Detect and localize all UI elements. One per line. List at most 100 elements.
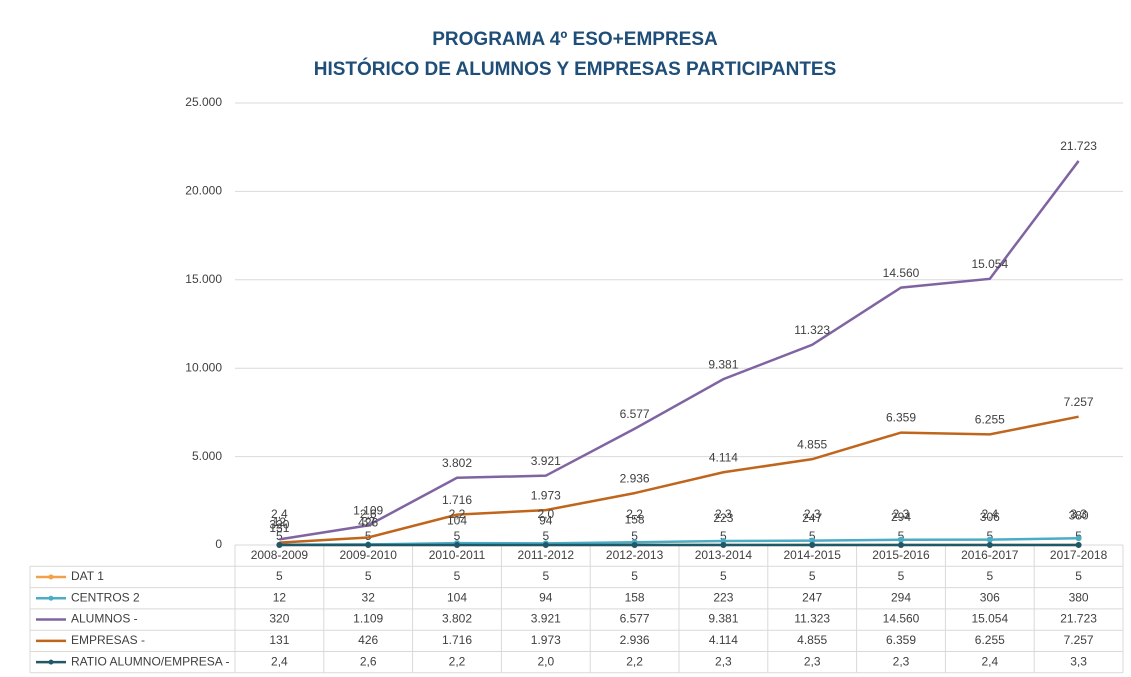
data-label: 7.257 [1064,395,1094,409]
table-cell: 7.257 [1064,633,1094,647]
data-label: 294 [891,510,911,524]
data-label: 5 [454,529,461,543]
table-cell: 306 [980,590,1000,604]
data-label: 2,3 [804,507,821,521]
table-cell: 14.560 [883,612,920,626]
data-label: 6.255 [975,413,1005,427]
data-label: 5 [986,529,993,543]
table-cell: 2,3 [715,654,732,668]
table-cell: 1.716 [442,633,472,647]
data-label: 2,3 [893,507,910,521]
data-label: 6.359 [886,411,916,425]
table-cell: 6.359 [886,633,916,647]
point [1075,541,1082,548]
point [809,537,816,544]
table-cell: 2.936 [620,633,650,647]
legend-label: CENTROS 2 [71,590,140,604]
table-cell: 6.577 [620,612,650,626]
table-cell: 3.802 [442,612,472,626]
data-label: 5 [276,529,283,543]
data-label: 306 [980,510,1000,524]
table-cell: 2,6 [360,654,377,668]
y-tick-label: 20.000 [185,184,222,198]
point [365,541,372,548]
y-tick-label: 0 [215,537,222,551]
data-label: 247 [802,511,822,525]
x-tick-label: 2008-2009 [251,548,309,562]
point [809,541,816,548]
table-cell: 94 [539,590,553,604]
y-tick-label: 5.000 [192,449,222,463]
data-label: 9.381 [708,357,738,371]
x-tick-label: 2010-2011 [429,548,486,562]
data-label: 426 [358,516,378,530]
table-cell: 5 [986,569,993,583]
y-tick-label: 15.000 [185,272,222,286]
data-label: 6.577 [620,407,650,421]
chart-subtitle: HISTÓRICO DE ALUMNOS Y EMPRESAS PARTICIP… [314,58,837,80]
x-tick-label: 2011-2012 [518,548,575,562]
table-cell: 5 [809,569,816,583]
point [898,536,904,543]
data-label: 5 [809,529,816,543]
data-label: 2,3 [715,507,732,521]
legend-marker [48,659,54,665]
y-tick-label: 25.000 [185,95,222,109]
data-label: 2,0 [537,507,554,521]
point [454,541,460,548]
point [986,536,993,543]
data-label: 11.323 [794,323,830,337]
table-cell: 131 [269,633,289,647]
data-label: 12 [273,515,287,529]
table-cell: 5 [898,569,905,583]
data-label: 1.973 [531,488,561,502]
legend-label: DAT 1 [71,569,104,583]
table-cell: 380 [1069,590,1089,604]
table-cell: 6.255 [975,633,1005,647]
x-tick-label: 2014-2015 [784,548,842,562]
table-cell: 158 [625,590,645,604]
table-cell: 4.114 [709,633,738,647]
table-cell: 3,3 [1070,654,1087,668]
data-label: 131 [269,521,289,535]
table-cell: 5 [631,569,638,583]
table-cell: 3.921 [531,612,561,626]
table-cell: 5 [1075,569,1082,583]
table-cell: 104 [447,590,467,604]
data-label: 5 [365,529,372,543]
data-label: 4.855 [797,437,827,451]
data-label: 223 [713,511,733,525]
table-cell: 4.855 [797,633,827,647]
data-label: 2,6 [360,507,377,521]
table-cell: 320 [269,612,289,626]
table-cell: 1.973 [531,633,561,647]
table-cell: 5 [454,569,461,583]
table-cell: 5 [365,569,372,583]
chart-title: PROGRAMA 4º ESO+EMPRESA [432,29,718,50]
point [720,541,727,548]
x-tick-label: 2017-2018 [1050,548,1108,562]
data-label: 1.109 [353,504,383,518]
table-cell: 5 [542,569,549,583]
table-cell: 2,2 [626,654,643,668]
table-cell: 32 [362,590,376,604]
legend-label: ALUMNOS - [71,612,138,626]
data-label: 5 [898,529,905,543]
data-label: 14.560 [883,266,920,280]
data-label: 2,2 [626,507,643,521]
legend-marker [48,574,54,580]
data-label: 15.054 [971,257,1008,271]
data-label: 4.114 [709,450,738,464]
point [898,541,904,548]
data-label: 5 [720,529,727,543]
point [631,541,638,548]
data-label: 5 [542,529,549,543]
data-label: 320 [269,518,289,532]
legend-label: RATIO ALUMNO/EMPRESA - [71,654,229,668]
table-cell: 223 [713,590,733,604]
series-line [279,160,1080,541]
table-cell: 2,2 [449,654,466,668]
x-tick-label: 2016-2017 [961,548,1019,562]
data-label: 3.921 [531,454,561,468]
